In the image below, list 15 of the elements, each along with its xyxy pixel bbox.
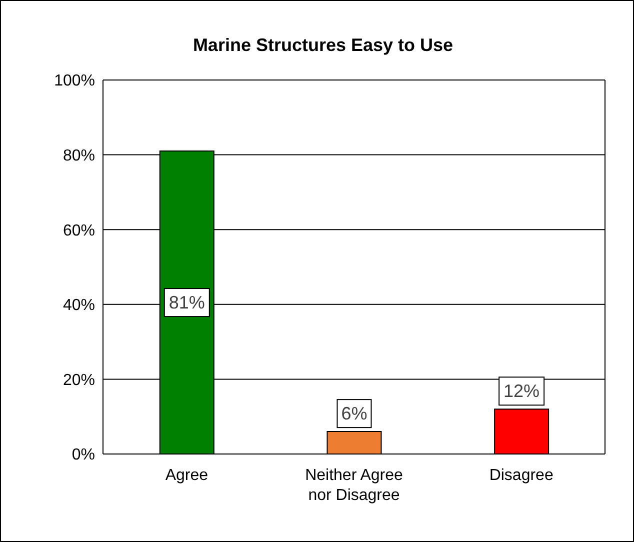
data-label: 12% — [504, 381, 540, 402]
y-tick-label: 40% — [62, 297, 95, 314]
x-tick-label: Disagree — [489, 467, 554, 484]
chart-title: Marine Structures Easy to Use — [192, 35, 454, 56]
bar — [494, 408, 550, 454]
data-label: 81% — [168, 292, 205, 313]
data-label: 6% — [341, 404, 368, 424]
y-tick-label: 20% — [62, 372, 95, 389]
bar — [326, 431, 382, 454]
y-tick-label: 60% — [62, 222, 95, 240]
x-tick-label: Agree — [165, 467, 208, 484]
y-tick-label: 100% — [54, 72, 95, 90]
y-tick-label: 0% — [72, 446, 95, 464]
x-tick-label: Neither Agree nor Disagree — [305, 467, 404, 504]
y-tick-label: 80% — [62, 147, 95, 164]
